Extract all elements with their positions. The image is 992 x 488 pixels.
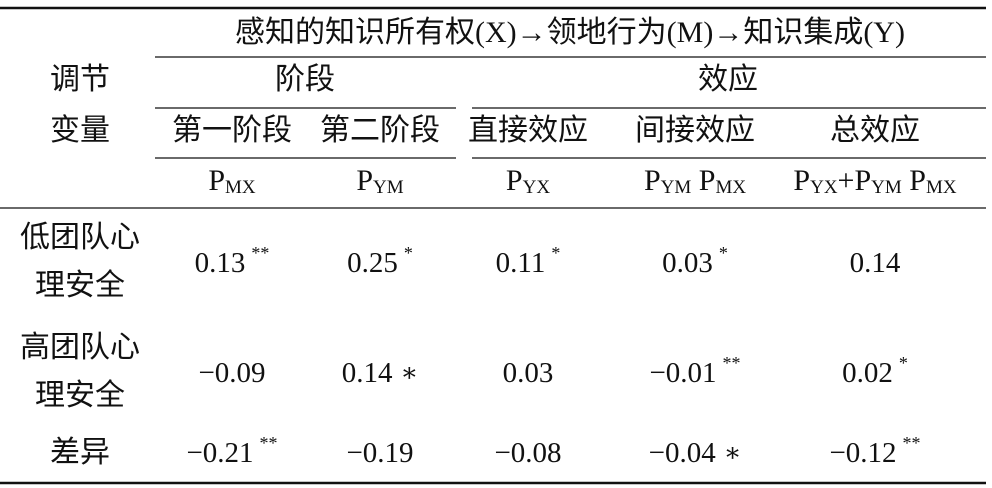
significance: **: [723, 353, 741, 373]
cell: 0.03 *: [662, 243, 728, 279]
cell: −0.19: [346, 437, 413, 469]
significance: *: [551, 243, 560, 263]
cell-value: −0.19: [346, 437, 413, 469]
cell-value: 0.13: [195, 247, 246, 279]
sub-header: 直接效应: [468, 114, 588, 147]
significance: **: [903, 433, 921, 453]
cell: −0.01 **: [649, 353, 740, 389]
significance: *: [404, 243, 413, 263]
formula-sub: MX: [926, 177, 957, 198]
cell-value: −0.01: [649, 357, 716, 389]
sub-header: 第一阶段: [172, 114, 292, 147]
formula: PYX​: [506, 164, 550, 198]
row-label: 高团队心: [20, 331, 140, 364]
sub-header: 总效应: [830, 114, 920, 147]
formula-sub: YM: [661, 177, 692, 198]
sub-header: 第二阶段: [320, 114, 440, 147]
row-label: 低团队心: [20, 221, 140, 254]
significance: ∗: [401, 358, 419, 387]
cell: −0.21 **: [186, 433, 277, 469]
cell-value: 0.14: [850, 247, 901, 279]
cell: 0.03: [503, 357, 554, 389]
formula: PYM​ PMX​: [644, 164, 746, 198]
sub-header: 间接效应: [635, 114, 755, 147]
formula-term: P: [902, 164, 926, 197]
formula-term: P: [793, 164, 810, 197]
corner-label: 调节: [50, 63, 110, 96]
formula-term: P: [506, 164, 523, 197]
cell-value: 0.11: [496, 247, 546, 279]
cell-value: 0.14: [342, 357, 393, 389]
row-label: 理安全: [35, 269, 125, 302]
formula: PMX​: [208, 164, 256, 198]
significance: *: [899, 353, 908, 373]
cell-value: −0.04: [649, 437, 717, 469]
cell: 0.25 *: [347, 243, 413, 279]
cell-value: −0.08: [494, 437, 561, 469]
cell: −0.12 **: [829, 433, 920, 469]
significance: *: [719, 243, 728, 263]
significance: **: [251, 243, 269, 263]
cell-value: 0.02: [842, 357, 893, 389]
table-title: 感知的知识所有权(X)→领地行为(M)→知识集成(Y): [235, 16, 905, 49]
cell: 0.13 **: [195, 243, 270, 279]
formula: PYM​: [356, 164, 403, 198]
cell: −0.09: [198, 357, 265, 389]
cell: 0.14 ∗: [342, 357, 418, 389]
group-header: 效应: [698, 63, 758, 96]
cell: −0.04 ∗: [649, 437, 742, 469]
cell-value: −0.09: [198, 357, 265, 389]
formula-term: +P: [838, 164, 872, 197]
group-header: 阶段: [275, 63, 335, 96]
cell: 0.14: [850, 247, 901, 279]
cell: 0.02 *: [842, 353, 908, 389]
formula-term: P: [356, 164, 373, 197]
corner-label: 变量: [50, 114, 110, 147]
cell: −0.08: [494, 437, 561, 469]
row-label: 理安全: [35, 379, 125, 412]
formula-term: P: [208, 164, 225, 197]
formula-term: P: [691, 164, 715, 197]
cell: 0.11 *: [496, 243, 561, 279]
cell-value: −0.12: [829, 437, 896, 469]
formula-sub: MX: [225, 177, 256, 198]
significance: **: [260, 433, 278, 453]
cell-value: 0.03: [662, 247, 713, 279]
formula-sub: MX: [715, 177, 746, 198]
formula-term: P: [644, 164, 661, 197]
cell-value: 0.25: [347, 247, 398, 279]
formula-sub: YM: [373, 177, 404, 198]
formula-sub: YM: [871, 177, 902, 198]
cell-value: 0.03: [503, 357, 554, 389]
formula-sub: YX: [523, 177, 551, 198]
formula-sub: YX: [810, 177, 838, 198]
formula: PYX​+PYM​ PMX​: [793, 164, 956, 198]
significance: ∗: [724, 438, 742, 467]
cell-value: −0.21: [186, 437, 253, 469]
row-label: 差异: [50, 436, 110, 469]
